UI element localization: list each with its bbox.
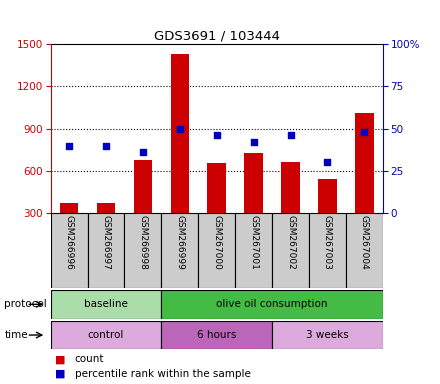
- Bar: [161, 213, 198, 288]
- Bar: [281, 162, 300, 255]
- Bar: [235, 213, 272, 288]
- Bar: [97, 203, 115, 255]
- Bar: [244, 152, 263, 255]
- Text: baseline: baseline: [84, 299, 128, 310]
- Point: [213, 132, 220, 139]
- Text: GSM267002: GSM267002: [286, 215, 295, 270]
- Bar: [208, 163, 226, 255]
- Point: [103, 142, 110, 149]
- Text: GSM266996: GSM266996: [65, 215, 73, 270]
- Bar: [309, 213, 346, 288]
- Point: [250, 139, 257, 145]
- Text: control: control: [88, 330, 124, 340]
- Text: count: count: [75, 354, 104, 364]
- Bar: [134, 160, 152, 255]
- Text: protocol: protocol: [4, 299, 47, 310]
- Text: GSM267003: GSM267003: [323, 215, 332, 270]
- Point: [287, 132, 294, 139]
- Bar: [51, 213, 88, 288]
- Text: GSM266999: GSM266999: [175, 215, 184, 270]
- Text: GSM266997: GSM266997: [102, 215, 110, 270]
- Bar: [318, 179, 337, 255]
- Point: [176, 126, 183, 132]
- Text: percentile rank within the sample: percentile rank within the sample: [75, 369, 251, 379]
- Text: olive oil consumption: olive oil consumption: [216, 299, 328, 310]
- Text: GSM266998: GSM266998: [138, 215, 147, 270]
- Text: GSM267004: GSM267004: [360, 215, 369, 270]
- Point: [66, 142, 73, 149]
- Bar: [51, 321, 161, 349]
- Title: GDS3691 / 103444: GDS3691 / 103444: [154, 30, 280, 43]
- Bar: [171, 54, 189, 255]
- Bar: [125, 213, 161, 288]
- Bar: [51, 290, 161, 319]
- Bar: [272, 213, 309, 288]
- Bar: [355, 113, 374, 255]
- Text: ■: ■: [55, 354, 66, 364]
- Text: 6 hours: 6 hours: [197, 330, 236, 340]
- Bar: [161, 290, 383, 319]
- Point: [324, 159, 331, 166]
- Bar: [346, 213, 383, 288]
- Bar: [272, 321, 383, 349]
- Bar: [60, 203, 78, 255]
- Text: GSM267000: GSM267000: [212, 215, 221, 270]
- Bar: [161, 321, 272, 349]
- Bar: [88, 213, 125, 288]
- Text: 3 weeks: 3 weeks: [306, 330, 349, 340]
- Text: time: time: [4, 330, 28, 340]
- Bar: [198, 213, 235, 288]
- Point: [361, 129, 368, 135]
- Point: [139, 149, 147, 156]
- Text: GSM267001: GSM267001: [249, 215, 258, 270]
- Text: ■: ■: [55, 369, 66, 379]
